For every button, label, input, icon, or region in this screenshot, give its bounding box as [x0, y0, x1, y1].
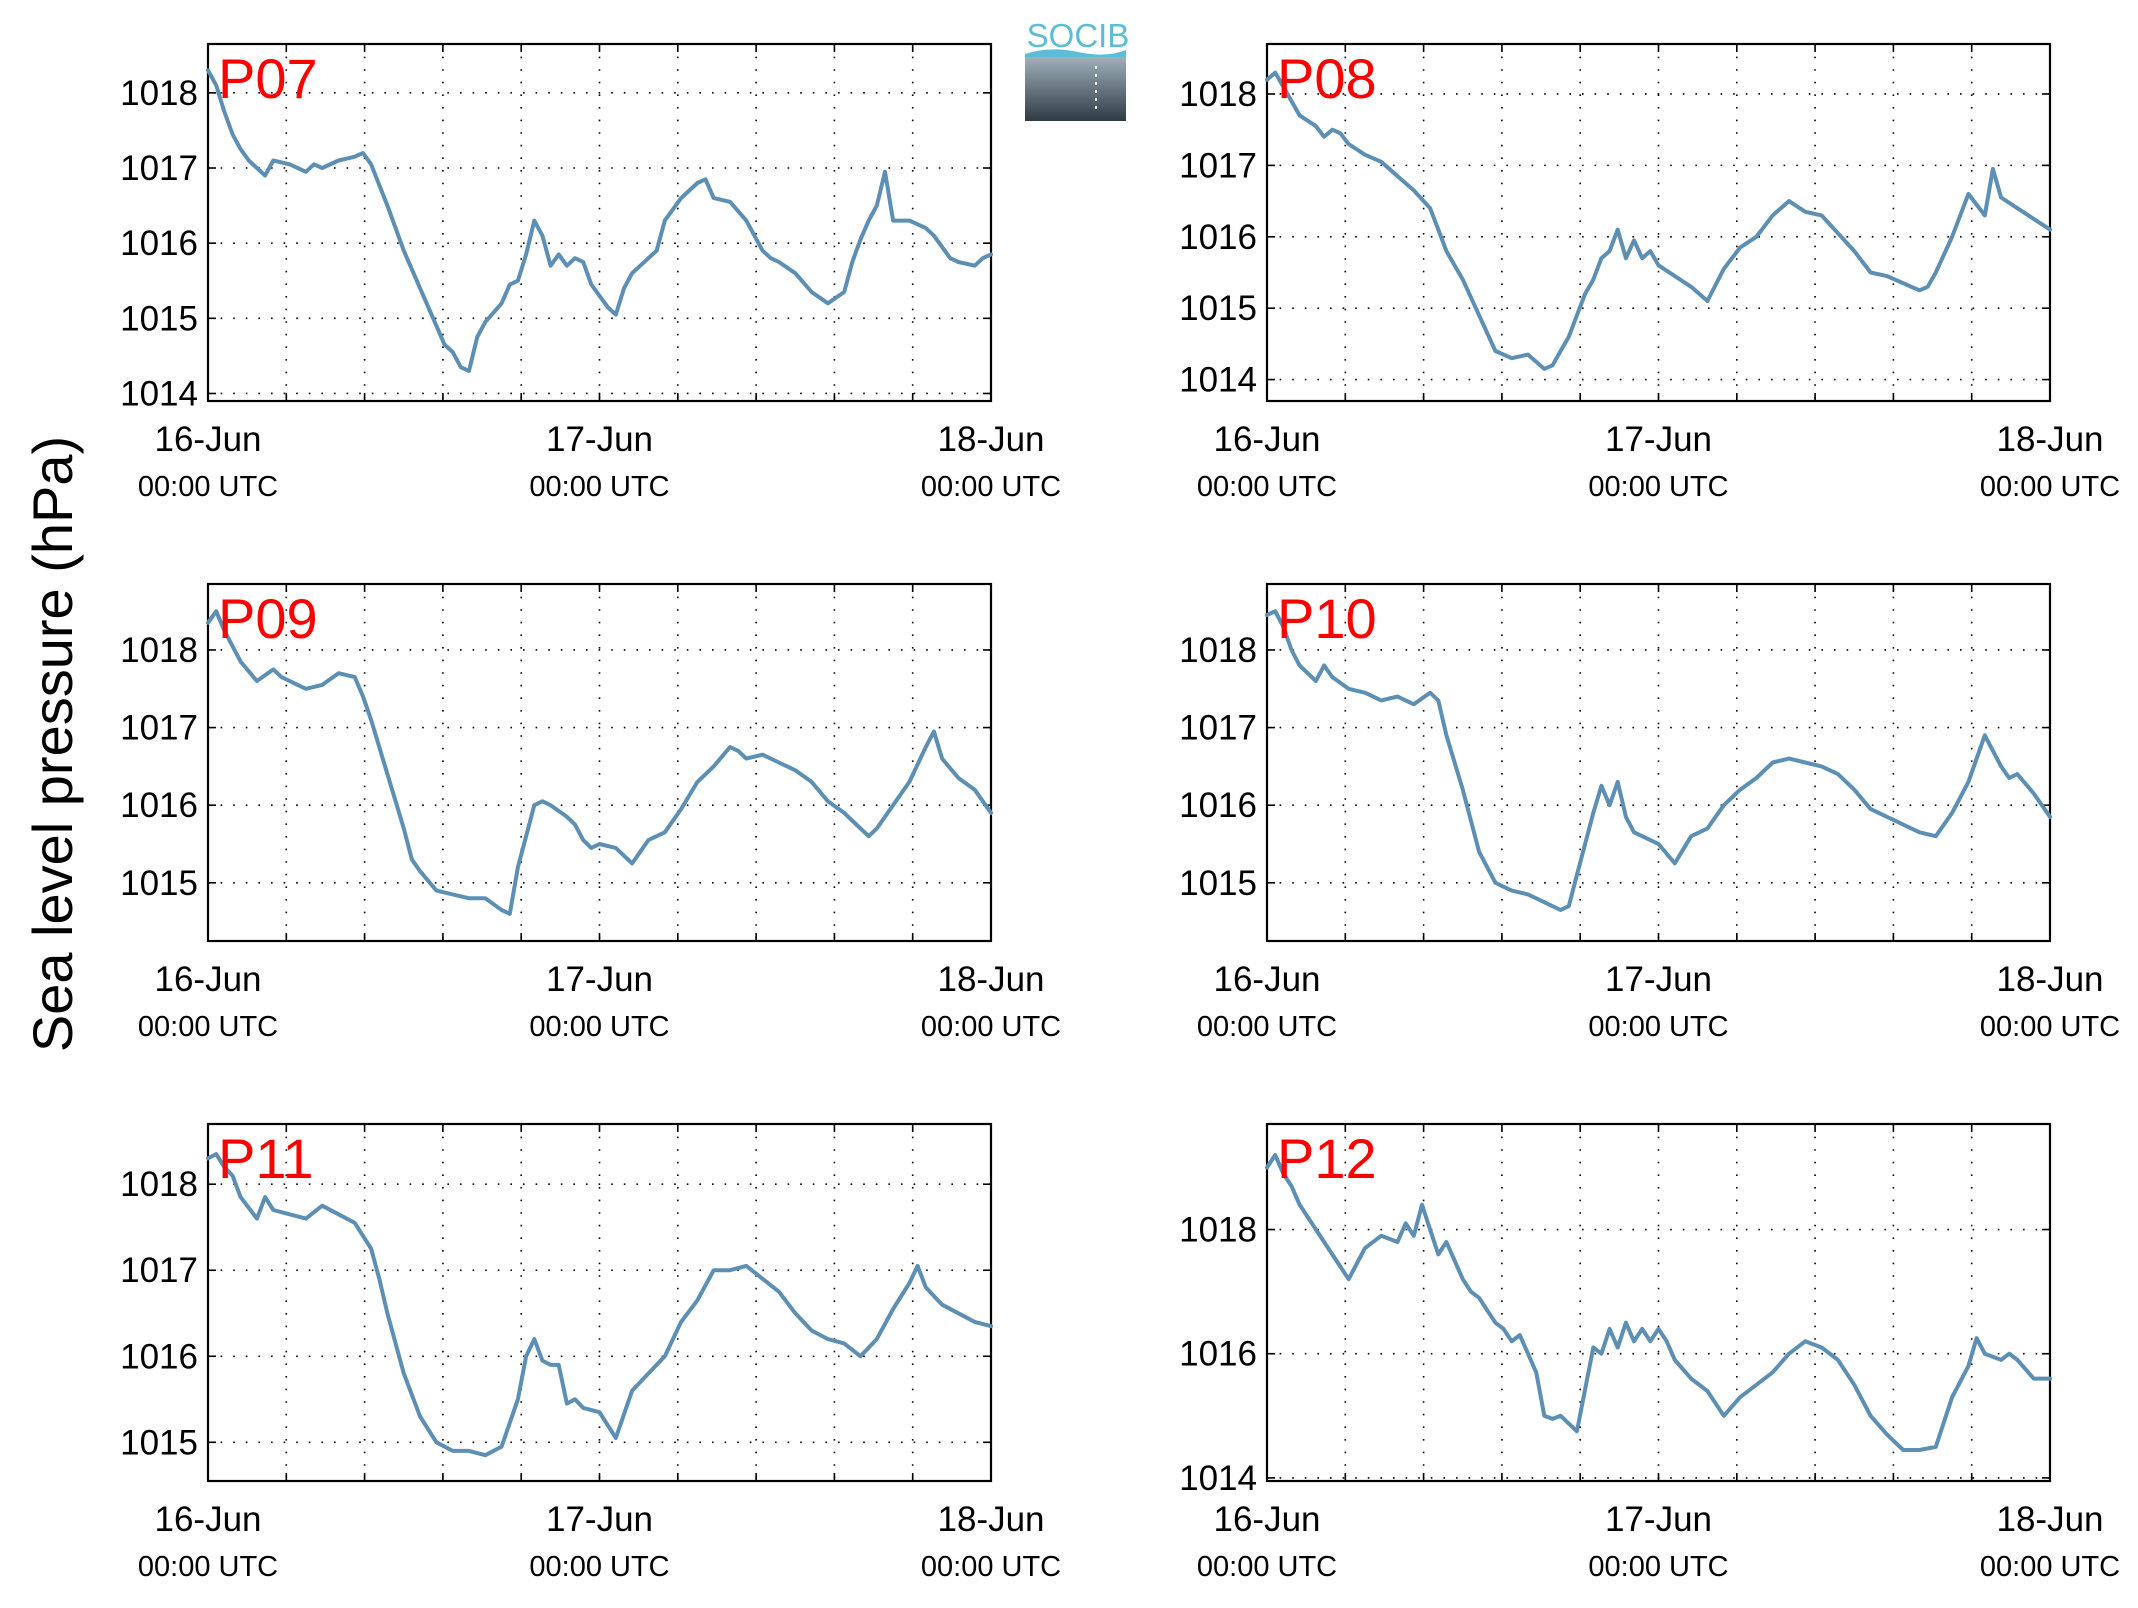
y-tick-label: 1016 [120, 224, 198, 263]
y-tick-label: 1018 [120, 74, 198, 113]
axes-frame [206, 42, 993, 403]
x-tick-label-time: 00:00 UTC [921, 1011, 1061, 1043]
panel-p07: 1014 1015 1016 1017 1018 16-Jun 00:00 UTC 17-Ju… [120, 42, 1061, 503]
y-tick-label: 1014 [120, 374, 198, 413]
socib-logo-block [1025, 57, 1126, 121]
series-line [1265, 70, 2052, 371]
panel-p09: 1015 1016 1017 1018 16-Jun 00:00 UTC 17-Jun 00:… [120, 582, 1061, 1043]
panels: 1014 1015 1016 1017 1018 16-Jun 00:00 UTC 17-Ju… [120, 42, 2120, 1583]
socib-logo-wave [1025, 49, 1126, 57]
y-tick-label: 1016 [1179, 786, 1257, 825]
x-tick-label-time: 00:00 UTC [1197, 1551, 1337, 1583]
series-line [206, 609, 993, 916]
x-tick-label-date: 18-Jun [1996, 960, 2103, 999]
y-tick-label: 1017 [120, 149, 198, 188]
panel-label: P10 [1277, 587, 1377, 650]
x-tick-label-time: 00:00 UTC [1980, 1011, 2120, 1043]
axes-frame [1265, 1122, 2052, 1483]
x-tick-label-time: 00:00 UTC [1197, 471, 1337, 503]
x-tick-label-time: 00:00 UTC [1980, 1551, 2120, 1583]
x-tick-label-time: 00:00 UTC [921, 1551, 1061, 1583]
panel-p12: 1014 1016 1018 16-Jun 00:00 UTC 17-Jun 00:00 U… [1179, 1122, 2120, 1583]
y-tick-label: 1016 [120, 786, 198, 825]
x-tick-label-date: 16-Jun [154, 960, 261, 999]
y-tick-label: 1018 [120, 1165, 198, 1204]
y-tick-label: 1016 [1179, 1335, 1257, 1374]
x-tick-label-time: 00:00 UTC [138, 471, 278, 503]
panel-p11: 1015 1016 1017 1018 16-Jun 00:00 UTC 17-Jun 00:… [120, 1122, 1061, 1583]
y-tick-label: 1018 [1179, 631, 1257, 670]
series-line [1265, 609, 2052, 912]
panel-label: P08 [1277, 47, 1377, 110]
panel-label: P12 [1277, 1127, 1377, 1190]
y-tick-label: 1016 [120, 1337, 198, 1376]
x-tick-label-date: 18-Jun [937, 420, 1044, 459]
y-tick-label: 1017 [1179, 146, 1257, 185]
panel-p10: 1015 1016 1017 1018 16-Jun 00:00 UTC 17-Jun 00:… [1179, 582, 2120, 1043]
socib-logo: SOCIB [1025, 17, 1129, 121]
x-tick-label-date: 18-Jun [1996, 1500, 2103, 1539]
x-tick-label-date: 17-Jun [1605, 1500, 1712, 1539]
y-tick-label: 1015 [120, 864, 198, 903]
y-tick-label: 1015 [1179, 864, 1257, 903]
x-tick-label-time: 00:00 UTC [138, 1551, 278, 1583]
axes-frame [206, 582, 993, 943]
x-tick-label-time: 00:00 UTC [138, 1011, 278, 1043]
y-tick-label: 1017 [1179, 709, 1257, 748]
x-tick-label-date: 17-Jun [546, 1500, 653, 1539]
axes-frame [1265, 582, 2052, 943]
y-tick-label: 1017 [120, 1251, 198, 1290]
x-tick-label-time: 00:00 UTC [529, 1551, 669, 1583]
x-tick-label-date: 18-Jun [937, 1500, 1044, 1539]
x-tick-label-date: 18-Jun [937, 960, 1044, 999]
x-tick-label-time: 00:00 UTC [529, 1011, 669, 1043]
x-tick-label-date: 16-Jun [154, 1500, 261, 1539]
x-tick-label-time: 00:00 UTC [529, 471, 669, 503]
axes-frame [1265, 42, 2052, 403]
y-tick-label: 1018 [120, 631, 198, 670]
x-tick-label-date: 17-Jun [546, 960, 653, 999]
y-tick-label: 1017 [120, 709, 198, 748]
y-tick-label: 1014 [1179, 361, 1257, 400]
x-tick-label-date: 17-Jun [1605, 960, 1712, 999]
panel-label: P07 [218, 47, 318, 110]
y-tick-label: 1018 [1179, 1211, 1257, 1250]
x-tick-label-date: 16-Jun [1213, 1500, 1320, 1539]
axes-frame [206, 1122, 993, 1483]
y-tick-label: 1015 [1179, 289, 1257, 328]
x-tick-label-date: 17-Jun [546, 420, 653, 459]
x-tick-label-date: 16-Jun [1213, 960, 1320, 999]
x-tick-label-date: 16-Jun [1213, 420, 1320, 459]
x-tick-label-time: 00:00 UTC [1588, 1551, 1728, 1583]
y-tick-label: 1015 [120, 1423, 198, 1462]
y-tick-label: 1018 [1179, 75, 1257, 114]
socib-logo-text: SOCIB [1027, 17, 1130, 54]
series-line [206, 1152, 993, 1458]
x-tick-label-time: 00:00 UTC [921, 471, 1061, 503]
x-tick-label-date: 18-Jun [1996, 420, 2103, 459]
series-line [206, 68, 993, 373]
x-tick-label-date: 16-Jun [154, 420, 261, 459]
x-tick-label-time: 00:00 UTC [1588, 1011, 1728, 1043]
x-tick-label-date: 17-Jun [1605, 420, 1712, 459]
panel-p08: 1014 1015 1016 1017 1018 16-Jun 00:00 UTC 17-Ju… [1179, 42, 2120, 503]
y-tick-label: 1014 [1179, 1459, 1257, 1498]
panel-label: P09 [218, 587, 318, 650]
panel-label: P11 [218, 1127, 313, 1190]
y-tick-label: 1015 [120, 299, 198, 338]
x-tick-label-time: 00:00 UTC [1980, 471, 2120, 503]
x-tick-label-time: 00:00 UTC [1197, 1011, 1337, 1043]
y-tick-label: 1016 [1179, 218, 1257, 257]
x-tick-label-time: 00:00 UTC [1588, 471, 1728, 503]
y-axis-label: Sea level pressure (hPa) [21, 436, 84, 1052]
series-line [1265, 1153, 2052, 1452]
